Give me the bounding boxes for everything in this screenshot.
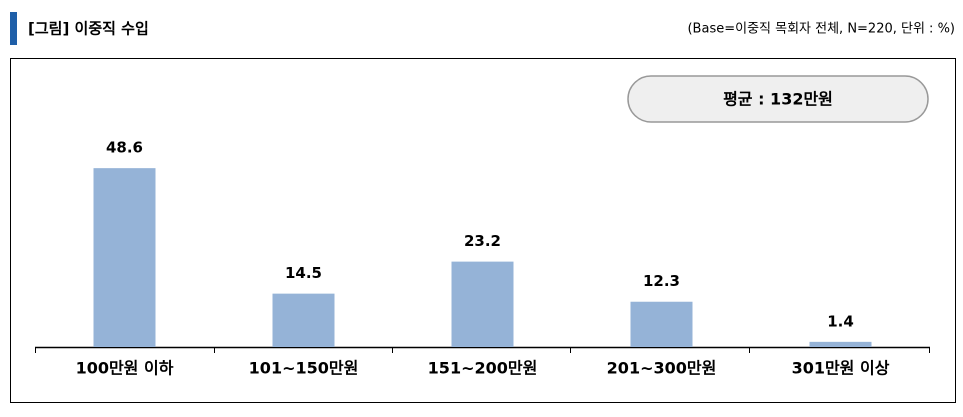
average-box (627, 75, 929, 123)
bar (630, 301, 693, 347)
x-tick-label: 100만원 이하 (76, 359, 174, 378)
x-tick-label: 151~200만원 (428, 359, 538, 378)
value-label: 1.4 (827, 312, 854, 330)
x-tick-label: 201~300만원 (607, 359, 717, 378)
value-label: 14.5 (285, 264, 322, 282)
bar (451, 261, 514, 347)
bar (809, 341, 872, 347)
chart-frame (10, 58, 956, 403)
chart-subtitle: (Base=이중직 목회자 전체, N=220, 단위 : %) (687, 22, 955, 37)
chart-title: [그림] 이중직 수입 (28, 20, 149, 38)
bar (93, 168, 156, 347)
title-marker (10, 12, 17, 45)
value-label: 23.2 (464, 232, 501, 250)
x-tick-label: 301만원 이상 (792, 359, 890, 378)
axis-ticks (35, 347, 930, 353)
value-label: 48.6 (106, 139, 143, 157)
value-label: 12.3 (643, 272, 680, 290)
bar (272, 293, 335, 347)
average-label: 평균 : 132만원 (723, 90, 833, 109)
x-tick-label: 101~150만원 (249, 359, 359, 378)
